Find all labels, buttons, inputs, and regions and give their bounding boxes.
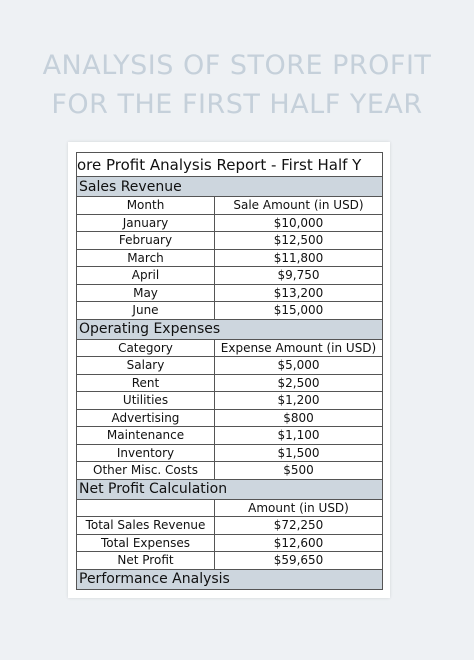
column-header: Category bbox=[76, 338, 215, 357]
amount-cell: $12,600 bbox=[214, 533, 383, 552]
label-cell: Other Misc. Costs bbox=[76, 461, 215, 480]
amount-cell: $15,000 bbox=[214, 301, 383, 320]
label-cell: Salary bbox=[76, 356, 215, 375]
label-cell: March bbox=[76, 248, 215, 267]
data-row: March $11,800 bbox=[76, 248, 383, 267]
report-title: ore Profit Analysis Report - First Half … bbox=[76, 152, 383, 177]
label-cell: May bbox=[76, 283, 215, 302]
column-header: Month bbox=[76, 196, 215, 215]
amount-cell: $500 bbox=[214, 461, 383, 480]
section-title: Performance Analysis bbox=[76, 568, 383, 590]
label-cell: February bbox=[76, 231, 215, 250]
table-body: ore Profit Analysis Report - First Half … bbox=[76, 152, 383, 590]
section-row: Operating Expenses bbox=[76, 318, 383, 340]
title-row: ore Profit Analysis Report - First Half … bbox=[76, 152, 383, 177]
data-row: June $15,000 bbox=[76, 301, 383, 320]
amount-cell: $9,750 bbox=[214, 266, 383, 285]
amount-cell: $11,800 bbox=[214, 248, 383, 267]
label-cell: January bbox=[76, 213, 215, 232]
amount-cell: $800 bbox=[214, 408, 383, 427]
page-title: ANALYSIS OF STORE PROFIT bbox=[42, 50, 432, 81]
amount-cell: $10,000 bbox=[214, 213, 383, 232]
section-row: Sales Revenue bbox=[76, 176, 383, 197]
amount-cell: $1,100 bbox=[214, 426, 383, 445]
column-header bbox=[76, 498, 215, 517]
label-cell: June bbox=[76, 301, 215, 320]
data-row: Total Sales Revenue $72,250 bbox=[76, 516, 383, 535]
section-row: Net Profit Calculation bbox=[76, 478, 383, 500]
label-cell: Total Sales Revenue bbox=[76, 516, 215, 535]
label-cell: Total Expenses bbox=[76, 533, 215, 552]
data-row: May $13,200 bbox=[76, 283, 383, 302]
data-row: Total Expenses $12,600 bbox=[76, 533, 383, 552]
label-cell: Utilities bbox=[76, 391, 215, 410]
section-title: Sales Revenue bbox=[76, 176, 383, 197]
data-row: February $12,500 bbox=[76, 231, 383, 250]
data-row: January $10,000 bbox=[76, 213, 383, 232]
amount-cell: $72,250 bbox=[214, 516, 383, 535]
data-row: Advertising $800 bbox=[76, 408, 383, 427]
data-row: Net Profit $59,650 bbox=[76, 551, 383, 570]
label-cell: Inventory bbox=[76, 443, 215, 462]
amount-cell: $12,500 bbox=[214, 231, 383, 250]
section-row: Performance Analysis bbox=[76, 568, 383, 590]
label-cell: Rent bbox=[76, 373, 215, 392]
amount-cell: $1,500 bbox=[214, 443, 383, 462]
amount-cell: $2,500 bbox=[214, 373, 383, 392]
column-header-row: Month Sale Amount (in USD) bbox=[76, 196, 383, 215]
label-cell: April bbox=[76, 266, 215, 285]
amount-cell: $5,000 bbox=[214, 356, 383, 375]
section-title: Net Profit Calculation bbox=[76, 478, 383, 500]
data-row: Rent $2,500 bbox=[76, 373, 383, 392]
data-row: April $9,750 bbox=[76, 266, 383, 285]
page-title: FOR THE FIRST HALF YEAR bbox=[51, 89, 423, 120]
column-header-row: Category Expense Amount (in USD) bbox=[76, 338, 383, 357]
data-row: Salary $5,000 bbox=[76, 356, 383, 375]
amount-cell: $1,200 bbox=[214, 391, 383, 410]
column-header: Amount (in USD) bbox=[214, 498, 383, 517]
paper: ore Profit Analysis Report - First Half … bbox=[68, 142, 390, 598]
amount-cell: $13,200 bbox=[214, 283, 383, 302]
data-row: Other Misc. Costs $500 bbox=[76, 461, 383, 480]
column-header-row: Amount (in USD) bbox=[76, 498, 383, 517]
label-cell: Net Profit bbox=[76, 551, 215, 570]
column-header: Expense Amount (in USD) bbox=[214, 338, 383, 357]
data-row: Maintenance $1,100 bbox=[76, 426, 383, 445]
amount-cell: $59,650 bbox=[214, 551, 383, 570]
column-header: Sale Amount (in USD) bbox=[214, 196, 383, 215]
report-table: ore Profit Analysis Report - First Half … bbox=[76, 152, 383, 590]
data-row: Utilities $1,200 bbox=[76, 391, 383, 410]
data-row: Inventory $1,500 bbox=[76, 443, 383, 462]
label-cell: Advertising bbox=[76, 408, 215, 427]
section-title: Operating Expenses bbox=[76, 318, 383, 340]
label-cell: Maintenance bbox=[76, 426, 215, 445]
